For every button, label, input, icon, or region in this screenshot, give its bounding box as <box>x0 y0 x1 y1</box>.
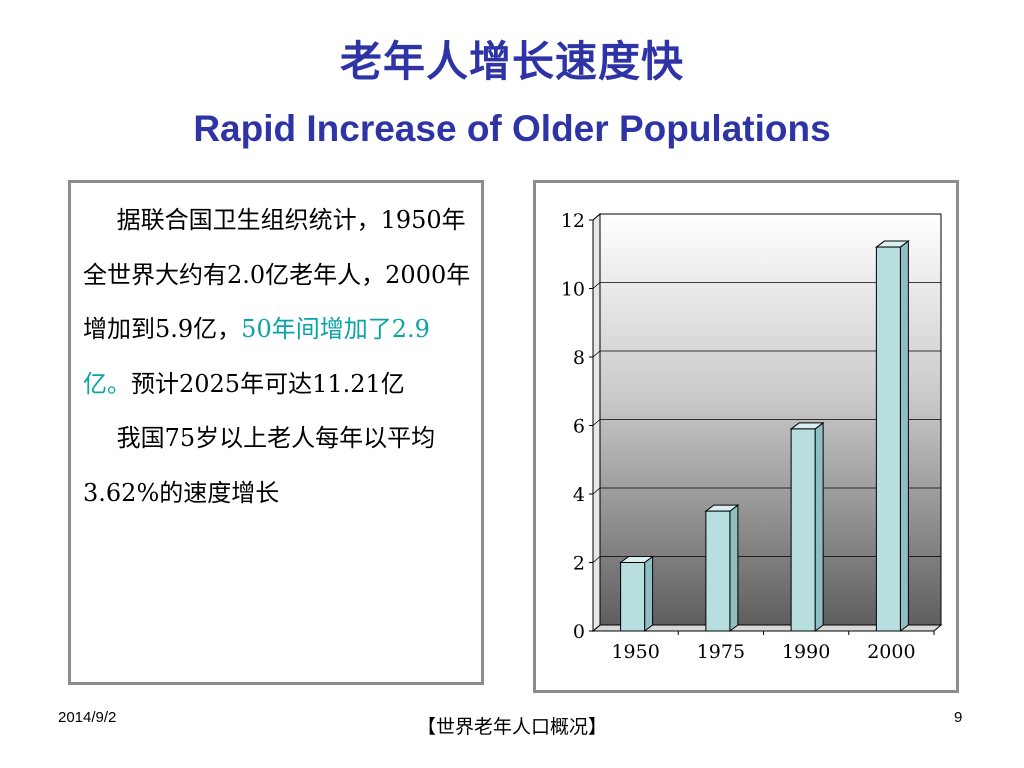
slide-date: 2014/9/2 <box>58 709 117 726</box>
bar <box>790 428 816 632</box>
bar-side <box>729 504 739 632</box>
y-tick-label: 4 <box>573 484 585 506</box>
x-tick-label: 2000 <box>867 641 915 663</box>
slide-footer: 【世界老年人口概况】 <box>416 716 607 738</box>
paragraph-text: 据联合国卫生组织统计，1950年全世界大约有2.0亿老年人，2000年增加到5.… <box>83 206 471 343</box>
bar-chart: 0 2 4 6 8 10 12 1950 1975 1990 2000 <box>561 210 943 663</box>
highlight-text: 50年间增加了2.9亿。 <box>83 315 430 398</box>
bar-side <box>899 240 909 632</box>
gridline <box>592 556 601 563</box>
chart-panel: 0 2 4 6 8 10 12 1950 1975 1990 2000 <box>533 180 959 693</box>
paragraph-un-statistics: 据联合国卫生组织统计，1950年全世界大约有2.0亿老年人，2000年增加到5.… <box>83 193 473 411</box>
text-panel: 据联合国卫生组织统计，1950年全世界大约有2.0亿老年人，2000年增加到5.… <box>68 180 484 685</box>
bar <box>875 246 901 632</box>
y-tick-label: 10 <box>561 279 585 301</box>
y-tick-label: 8 <box>573 347 585 369</box>
y-tick-label: 12 <box>561 210 585 232</box>
x-tick-label: 1990 <box>782 641 830 663</box>
slide-title-zh: 老年人增长速度快 <box>339 37 684 86</box>
y-tick-label: 0 <box>573 621 585 643</box>
y-tick-label: 6 <box>573 416 585 438</box>
gridline <box>592 282 601 289</box>
gridline <box>592 487 601 495</box>
bar <box>705 510 731 632</box>
bar-side <box>644 555 654 632</box>
page-number: 9 <box>954 709 963 726</box>
bar-side <box>814 421 824 632</box>
gridline <box>592 213 601 221</box>
x-tick-label: 1950 <box>611 641 659 663</box>
y-tick-label: 2 <box>573 553 585 575</box>
slide-title-en: Rapid Increase of Older Populations <box>193 108 831 149</box>
paragraph-china-growth: 我国75岁以上老人每年以平均3.62%的速度增长 <box>83 424 436 507</box>
x-tick-label: 1975 <box>697 641 745 663</box>
paragraph-text: 预计2025年可达11.21亿 <box>131 369 405 398</box>
bar <box>620 562 646 632</box>
gridline <box>592 419 601 426</box>
body-text: 据联合国卫生组织统计，1950年全世界大约有2.0亿老年人，2000年增加到5.… <box>83 193 473 520</box>
gridline <box>592 350 601 358</box>
